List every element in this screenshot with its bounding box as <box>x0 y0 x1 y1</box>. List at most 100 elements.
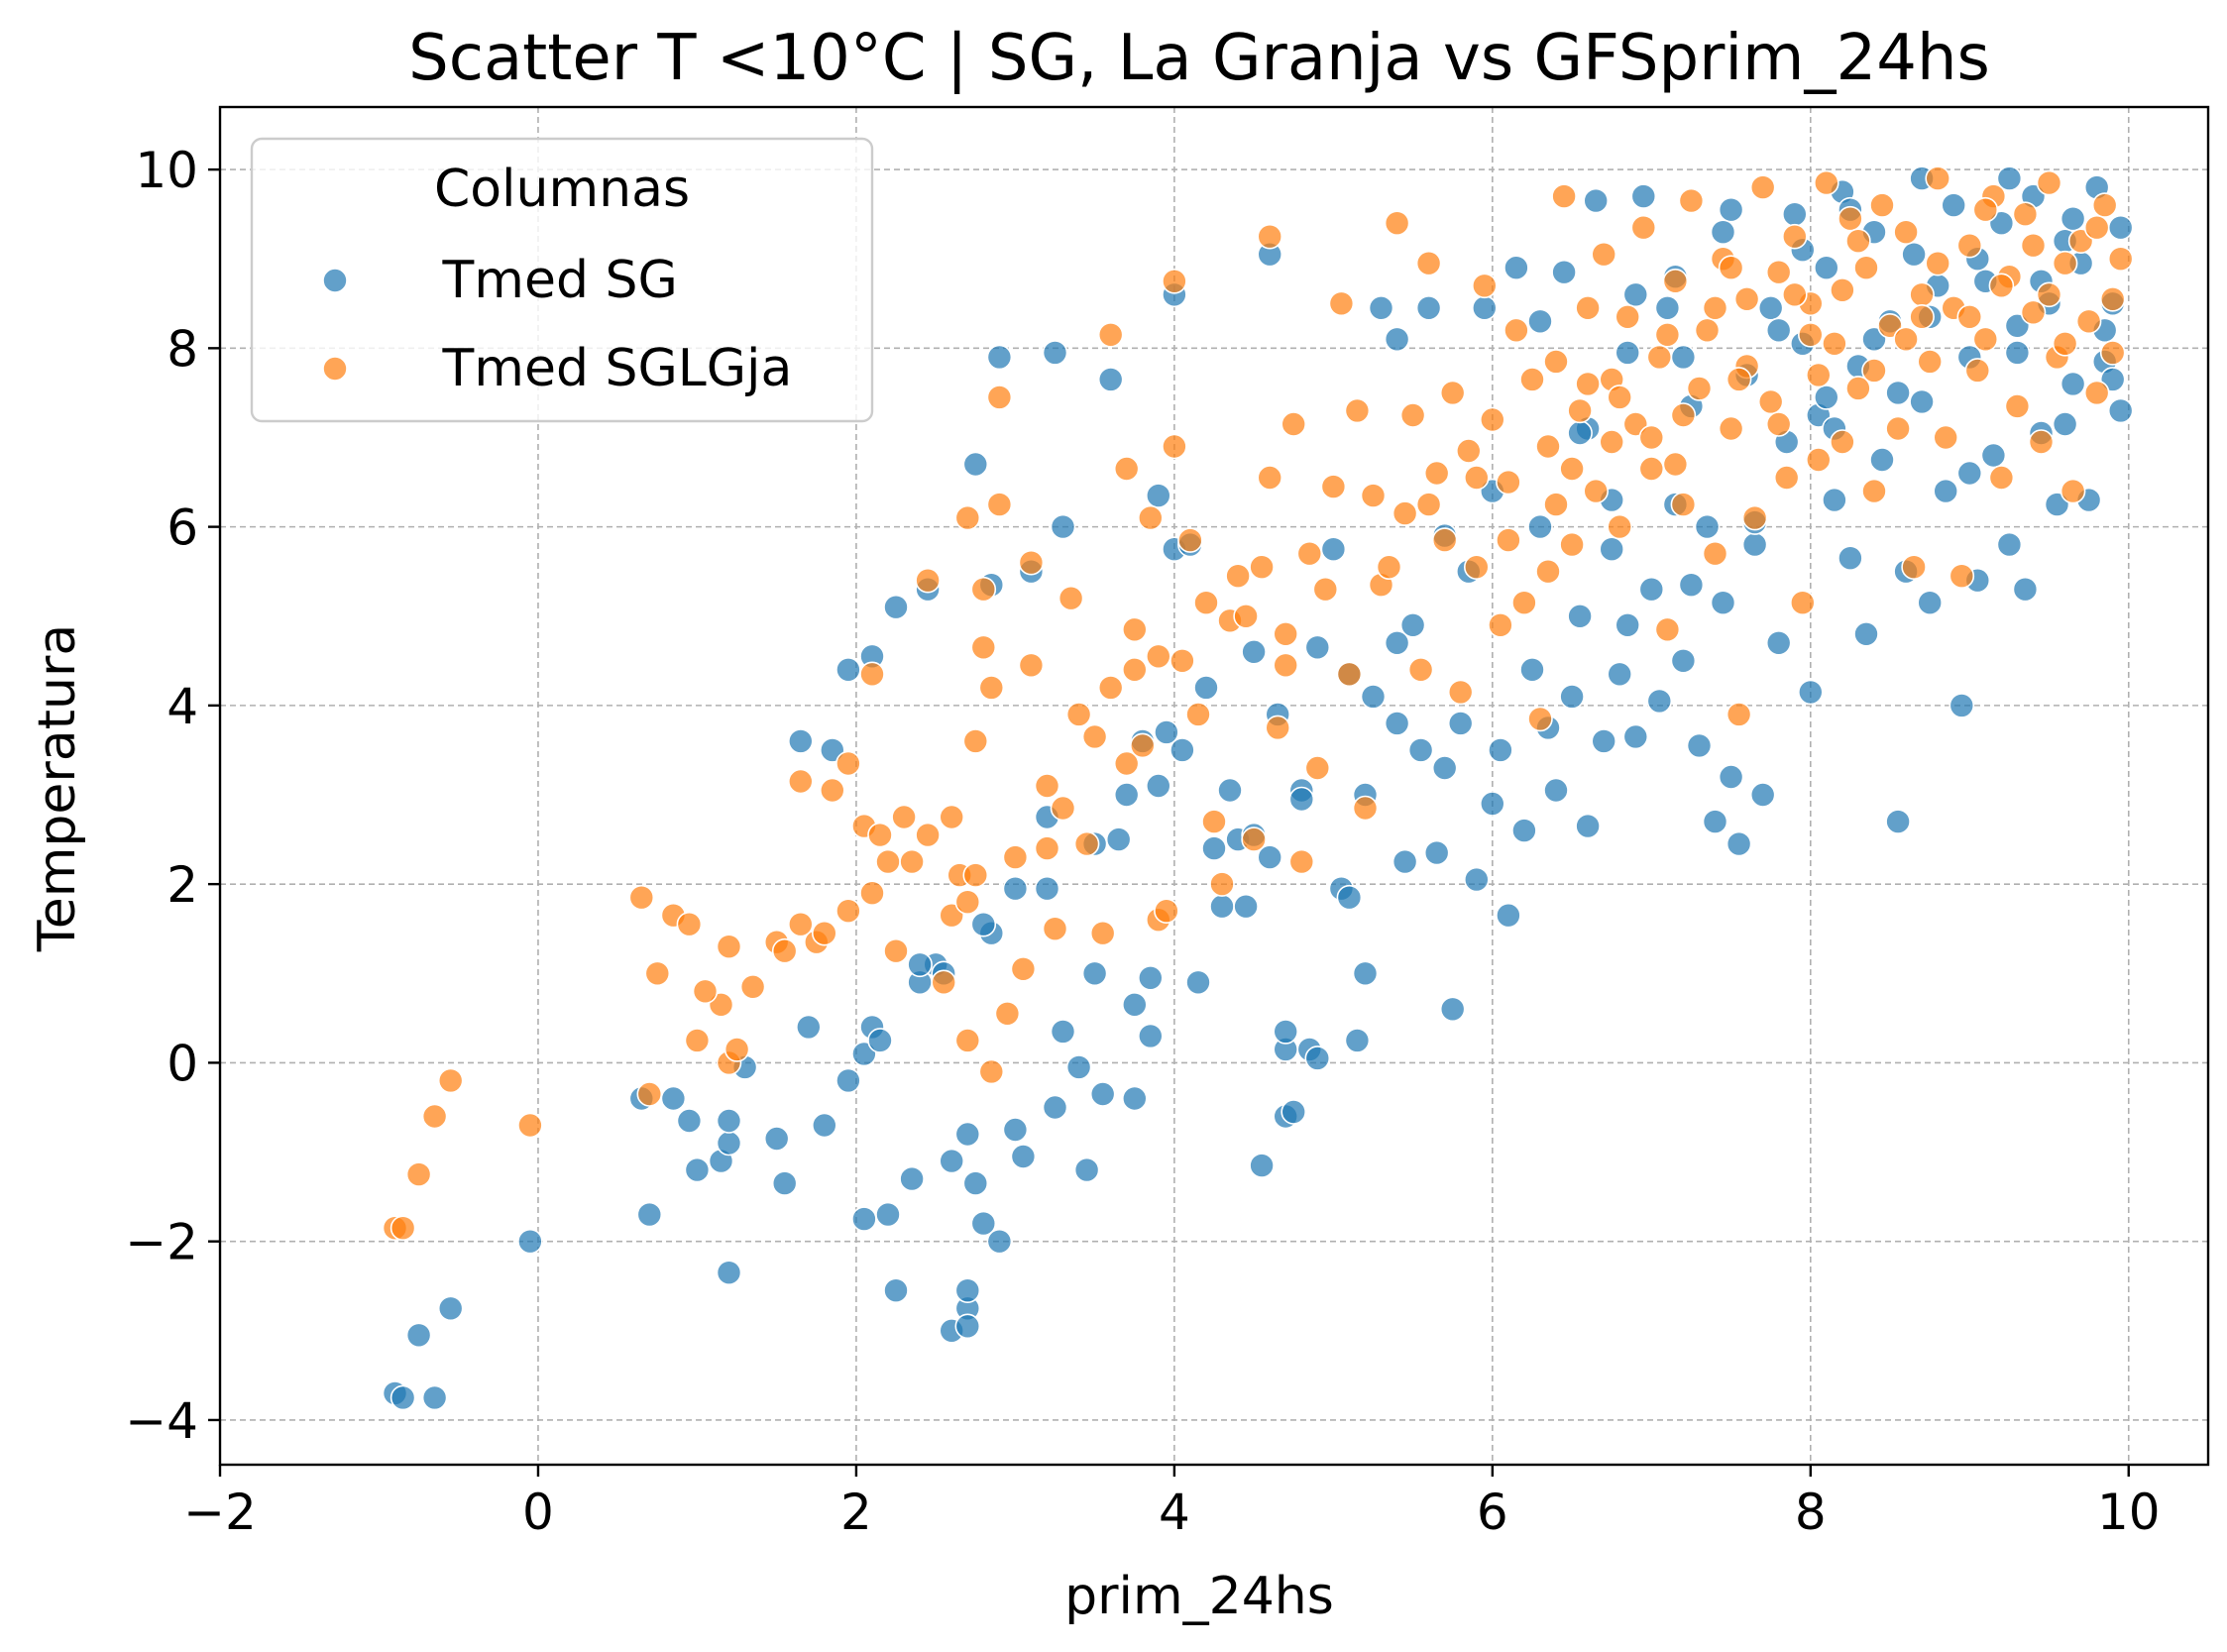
data-point <box>1662 451 1689 478</box>
data-point <box>1439 380 1466 406</box>
data-point <box>1861 358 1887 384</box>
data-point <box>1384 210 1410 236</box>
data-point <box>1415 250 1442 276</box>
data-point <box>1726 702 1752 727</box>
data-point <box>1065 702 1092 727</box>
x-axis-label: prim_24hs <box>1064 1567 1334 1626</box>
data-point <box>1399 402 1426 428</box>
data-point <box>835 898 861 925</box>
axes: −2 0 2 4 6 8 10 −4 −2 0 2 4 6 8 10 <box>125 105 2210 1541</box>
data-point <box>978 675 1005 701</box>
data-point <box>1575 371 1601 397</box>
data-point <box>1885 415 1911 442</box>
data-point <box>1527 706 1553 732</box>
data-point <box>1097 367 1124 392</box>
data-point <box>1177 527 1203 553</box>
data-point <box>1042 916 1068 942</box>
data-point <box>716 1260 742 1285</box>
data-point <box>962 862 989 888</box>
data-point <box>1686 376 1713 401</box>
data-point <box>962 451 989 478</box>
data-point <box>1288 848 1315 875</box>
data-point <box>1273 652 1298 679</box>
data-point <box>1312 576 1339 603</box>
data-point <box>1018 549 1045 576</box>
data-point <box>899 1165 925 1192</box>
data-point <box>1956 232 1983 259</box>
data-point <box>1710 219 1736 245</box>
data-point <box>1757 388 1784 415</box>
data-point <box>787 911 814 937</box>
data-point <box>1241 638 1267 665</box>
data-point <box>1399 611 1426 638</box>
data-point <box>1901 241 1927 268</box>
data-point <box>1034 773 1060 799</box>
data-point <box>1853 255 1879 281</box>
data-point <box>859 880 885 907</box>
data-point <box>1972 196 1999 223</box>
y-axis-label: Temperatura <box>28 624 87 952</box>
data-point <box>1042 1094 1068 1121</box>
data-point <box>1201 809 1227 834</box>
y-tick-label: 8 <box>167 320 198 378</box>
data-point <box>867 1028 893 1053</box>
data-point <box>1296 540 1323 567</box>
data-point <box>1956 460 1983 487</box>
data-point <box>1146 643 1171 670</box>
data-point <box>1790 590 1816 616</box>
data-point <box>1670 647 1697 674</box>
data-point <box>1996 165 2023 191</box>
data-point <box>517 1112 543 1139</box>
data-point <box>1869 447 1895 473</box>
data-point <box>2036 169 2062 196</box>
data-point <box>835 656 861 683</box>
data-point <box>1320 536 1347 563</box>
data-point <box>739 973 766 1000</box>
data-point <box>1622 723 1649 750</box>
data-point <box>1917 590 1943 616</box>
data-point <box>2099 285 2126 312</box>
data-point <box>1964 358 1991 384</box>
data-point <box>716 934 742 960</box>
data-point <box>1646 688 1673 715</box>
data-point <box>986 1228 1013 1255</box>
data-point <box>795 1014 822 1041</box>
data-point <box>1956 303 1983 330</box>
data-point <box>1678 187 1705 214</box>
data-point <box>437 1067 464 1094</box>
data-point <box>931 969 957 996</box>
data-point <box>1599 536 1624 563</box>
data-point <box>1281 1099 1306 1125</box>
data-point <box>1480 406 1505 433</box>
y-tick-label: 10 <box>135 142 198 199</box>
data-point <box>819 777 845 804</box>
data-point <box>1209 893 1235 920</box>
data-point <box>1304 755 1331 781</box>
data-point <box>1925 250 1950 276</box>
data-point <box>1535 558 1561 585</box>
data-point <box>1702 809 1728 834</box>
y-tick-label: −4 <box>125 1392 198 1450</box>
data-point <box>1662 268 1689 294</box>
data-point <box>1002 844 1029 870</box>
data-point <box>1670 492 1697 517</box>
data-point <box>676 1108 703 1134</box>
data-point <box>1073 1156 1100 1183</box>
data-point <box>1615 340 1640 366</box>
data-point <box>1607 661 1632 688</box>
data-point <box>1201 835 1227 861</box>
data-point <box>1686 732 1713 759</box>
data-point <box>1265 715 1290 741</box>
series-tmed-sglgja <box>382 165 2134 1241</box>
data-point <box>1065 1054 1092 1080</box>
data-point <box>787 768 814 795</box>
data-point <box>1010 1144 1037 1169</box>
data-point <box>1010 955 1037 982</box>
data-point <box>1909 281 1935 308</box>
data-point <box>883 594 909 620</box>
data-point <box>1352 960 1379 987</box>
data-point <box>2004 393 2031 419</box>
data-point <box>1217 777 1243 804</box>
chart-title: Scatter T <10°C | SG, La Granja vs GFSpr… <box>408 22 1990 95</box>
data-point <box>1257 223 1282 250</box>
